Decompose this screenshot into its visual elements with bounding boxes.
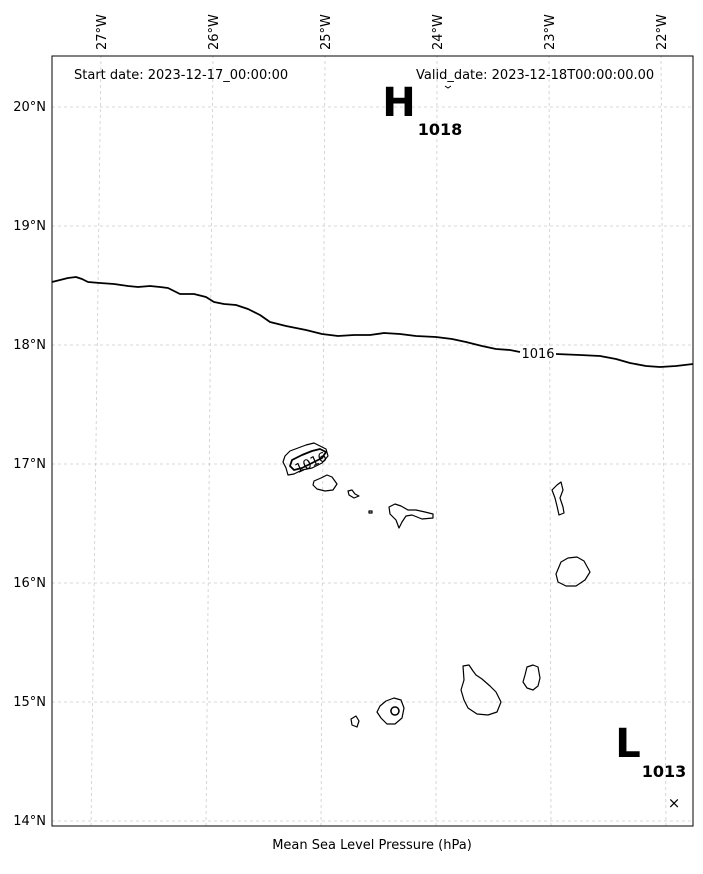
low-center-marker: ×	[668, 794, 681, 812]
longitude-labels: 27°W 26°W 25°W 24°W 23°W 22°W	[95, 14, 670, 50]
isobar-fragment	[444, 85, 452, 89]
island-sao-vicente	[312, 474, 338, 492]
lat-tick-label: 14°N	[13, 814, 46, 829]
map-frame	[51, 55, 694, 827]
island-fogo	[376, 697, 405, 725]
start-date-label: Start date: 2023-12-17_00:00:00	[74, 68, 288, 83]
lon-tick-label: 25°W	[319, 14, 334, 50]
island-sal	[551, 481, 565, 516]
lat-tick-label: 18°N	[13, 338, 46, 353]
isobar-1016-main	[51, 276, 521, 353]
latitude-labels: 20°N 19°N 18°N 17°N 16°N 15°N 14°N	[13, 100, 46, 829]
lon-tick-label: 22°W	[655, 14, 670, 50]
island-brava	[350, 715, 360, 728]
low-pressure-symbol: L	[615, 721, 641, 767]
island-boa-vista	[555, 556, 591, 587]
lon-tick-label: 24°W	[431, 14, 446, 50]
island-raso	[368, 510, 373, 514]
lon-tick-label: 23°W	[543, 14, 558, 50]
lat-tick-label: 15°N	[13, 695, 46, 710]
coastlines	[282, 442, 591, 728]
lat-tick-label: 16°N	[13, 576, 46, 591]
isobar-1016-main-b	[555, 353, 694, 368]
lat-tick-label: 20°N	[13, 100, 46, 115]
isobar-label: 1016	[521, 347, 554, 362]
isobar-1016-island	[289, 448, 327, 471]
island-santa-luzia	[347, 489, 360, 499]
lon-tick-label: 27°W	[95, 14, 110, 50]
map-variable-label: Mean Sea Level Pressure (hPa)	[272, 838, 472, 853]
lat-tick-label: 17°N	[13, 457, 46, 472]
lat-tick-label: 19°N	[13, 219, 46, 234]
low-pressure-value: 1013	[642, 762, 687, 781]
island-maio	[522, 664, 541, 691]
graticule	[52, 55, 693, 827]
isobar-label: 1016	[293, 450, 329, 477]
valid-date-label: Valid_date: 2023-12-18T00:00:00.00	[416, 68, 654, 83]
isobars	[51, 276, 694, 716]
isobar-small-circle	[390, 706, 400, 716]
high-pressure-value: 1018	[418, 120, 463, 139]
island-santo-antao	[282, 442, 329, 476]
high-pressure-symbol: H	[382, 80, 415, 126]
island-sao-nicolau	[388, 503, 434, 529]
lon-tick-label: 26°W	[207, 14, 222, 50]
island-santiago	[460, 664, 502, 716]
